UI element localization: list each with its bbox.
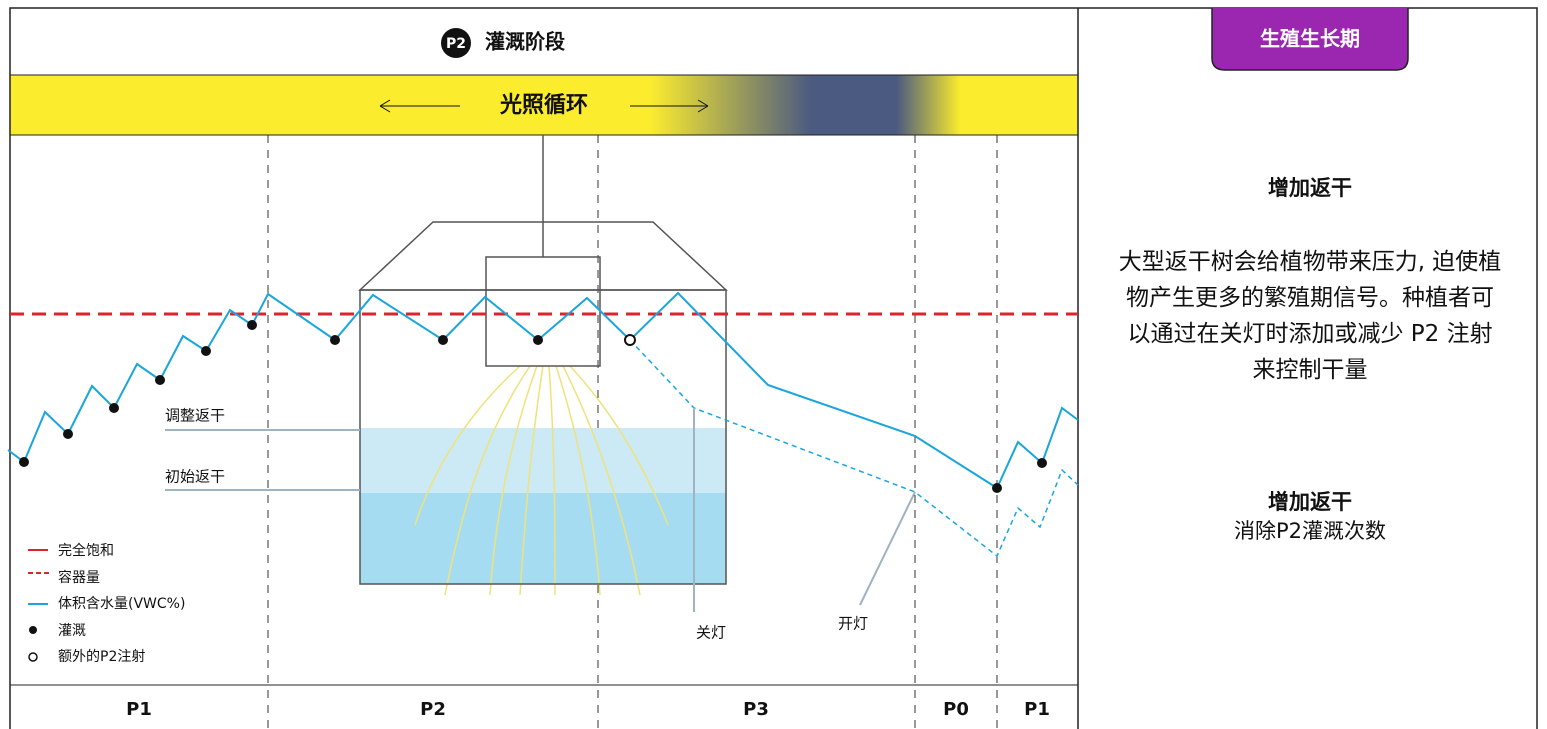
label: 调整返干: [165, 407, 225, 425]
callout-lines: [165, 408, 916, 612]
side-heading: 增加返干: [1268, 490, 1352, 514]
phase-lines: [267, 135, 998, 729]
light-bar: [10, 75, 1078, 135]
water-light: [360, 428, 726, 493]
phase: P1: [126, 699, 152, 720]
extra-shot: [624, 334, 636, 346]
legend-swatch: [28, 652, 38, 662]
vwc-line: [7, 291, 1079, 490]
phase: P2: [420, 699, 446, 720]
lamp: [358, 135, 728, 585]
badge: [441, 28, 471, 58]
phase: P1: [1024, 699, 1050, 720]
side-body: 消除P2灌溉次数: [1233, 519, 1387, 543]
side-heading: 增加返干: [1268, 176, 1352, 200]
legend-label: 体积含水量(VWC%): [58, 596, 185, 612]
badge-text: P2: [446, 36, 466, 52]
water-dark: [360, 493, 726, 584]
irrigation-dots: [19, 320, 1047, 493]
legend-swatch: [29, 626, 37, 634]
side-body: 大型返干树会给植物带来压力, 迫使植物产生更多的繁殖期信号。种植者可以通过在关灯…: [1118, 249, 1502, 383]
legend-label: 容器量: [58, 569, 100, 586]
tag-text: 生殖生长期: [1260, 27, 1360, 51]
phase: P0: [943, 699, 969, 720]
label: 关灯: [696, 624, 726, 642]
frame: [9, 7, 1538, 729]
legend-label: 灌溉: [58, 623, 86, 639]
vwc-dashed: [629, 339, 1079, 558]
tag: [1211, 8, 1409, 71]
arrows: [379, 99, 709, 113]
phase: P3: [743, 699, 769, 720]
label: 开灯: [838, 615, 868, 633]
light-label: 光照循环: [499, 92, 588, 118]
legend-label: 额外的P2注射: [58, 649, 145, 665]
light-rays: [414, 365, 669, 596]
header-title: 灌溉阶段: [485, 30, 565, 54]
label: 初始返干: [165, 468, 225, 486]
legend-label: 完全饱和: [58, 542, 114, 559]
